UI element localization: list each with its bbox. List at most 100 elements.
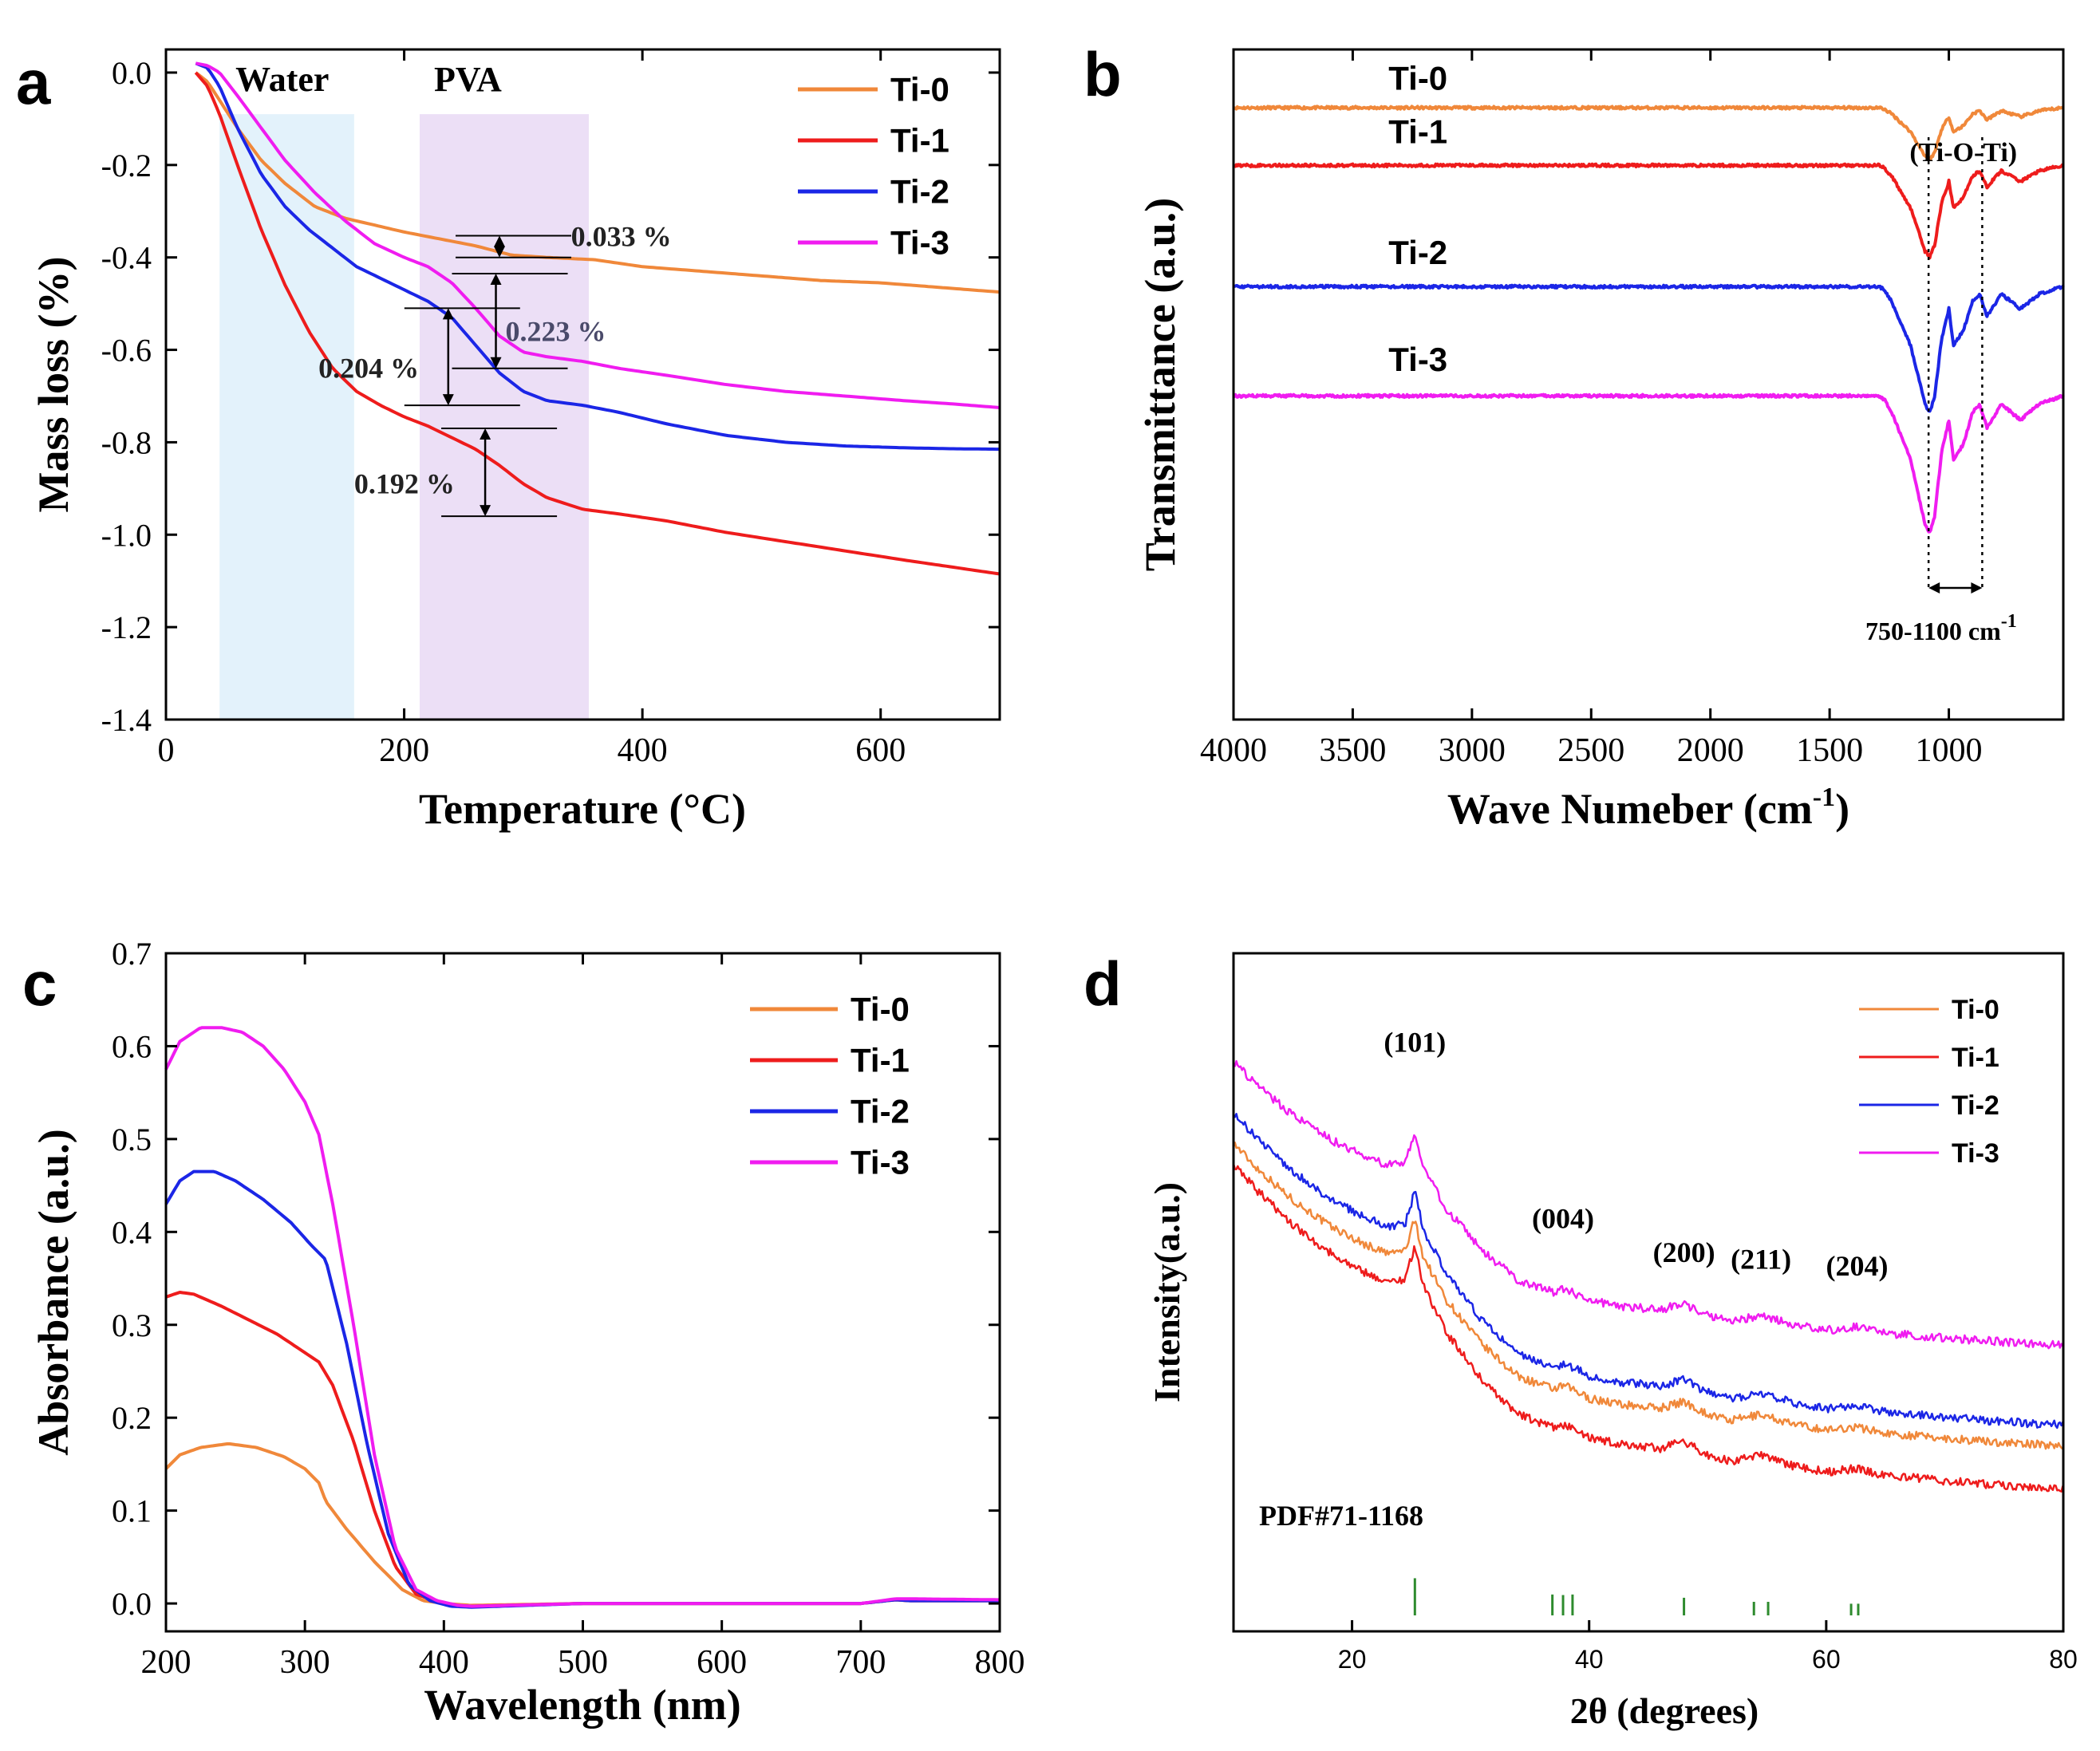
series-label-Ti-2: Ti-2 xyxy=(1388,234,1447,271)
annotation-label: 0.033 % xyxy=(571,221,672,253)
legend-Ti-3-label: Ti-3 xyxy=(851,1144,910,1181)
panel-b-frame xyxy=(1232,48,2065,721)
water-band xyxy=(219,114,354,720)
x-tick-label: 0 xyxy=(158,732,175,769)
y-tick-label: 0.0 xyxy=(112,55,152,91)
y-tick-label: 0.7 xyxy=(112,936,152,972)
ftir-series-Ti-2 xyxy=(1232,283,2065,413)
annotation-arrowhead xyxy=(490,273,502,285)
legend-Ti-1-label: Ti-1 xyxy=(890,122,949,160)
xrd-series-Ti-3 xyxy=(1232,1059,2064,1350)
y-tick-label: -0.2 xyxy=(101,148,152,183)
range-label-sup: -1 xyxy=(2001,611,2017,632)
panel-d-axes: 20 40 60 80 xyxy=(1338,1620,2078,1674)
y-tick-label: 0.1 xyxy=(112,1493,152,1529)
annotation-label: 0.204 % xyxy=(318,353,419,385)
peak-label: (204) xyxy=(1826,1250,1888,1282)
x-tick-label: 400 xyxy=(419,1644,469,1681)
panel-b-ylabel: Transmittance (a.u.) xyxy=(1136,198,1184,571)
series-label-Ti-0: Ti-0 xyxy=(1388,59,1447,97)
annotation-arrowhead xyxy=(442,308,454,320)
panel-label-c: c xyxy=(22,948,57,1019)
panel-b-annotations: Ti-0 Ti-1 Ti-2 Ti-3 (Ti-O-Ti) 750-1100 cm-1 xyxy=(1388,59,2017,645)
panel-c-series xyxy=(164,1026,1000,1609)
x-tick-label: 200 xyxy=(379,732,429,769)
panel-label-b: b xyxy=(1084,39,1122,109)
range-arrowhead xyxy=(1928,582,1940,594)
uv-series-Ti-1 xyxy=(165,1291,1000,1608)
annotation-arrowhead xyxy=(480,505,491,517)
annotation-label: 0.223 % xyxy=(505,315,606,347)
x-tick-label: 600 xyxy=(697,1644,747,1681)
y-tick-label: -0.8 xyxy=(101,424,152,460)
panel-a-xlabel: Temperature (°C) xyxy=(419,785,746,833)
annotation-label: 0.192 % xyxy=(354,468,455,500)
legend-Ti-2-label: Ti-2 xyxy=(851,1093,910,1130)
x-tick-label: 400 xyxy=(618,732,668,769)
panel-a-frame xyxy=(164,48,1001,721)
x-tick-label: 600 xyxy=(855,732,906,769)
reference-label: PDF#71-1168 xyxy=(1259,1500,1423,1532)
series-line-Ti-1 xyxy=(194,71,1001,576)
panel-d-reference-bars xyxy=(1413,1578,1860,1615)
panel-b-chart: Ti-0 Ti-1 Ti-2 Ti-3 (Ti-O-Ti) 750-1100 cm-1 4… xyxy=(1136,48,2065,833)
panel-a-ylabel: Mass loss (%) xyxy=(30,257,77,513)
panel-d-ylabel: Intensity(a.u.) xyxy=(1147,1182,1187,1402)
panel-c-chart: 200 300 400 500 600 700 800 0.0 0.1 0.2 0.3 0.4 0.5 0… xyxy=(30,936,1025,1729)
y-tick-label: 0.6 xyxy=(112,1028,152,1064)
xrd-series-Ti-0 xyxy=(1232,1142,2064,1450)
legend-Ti-3-label: Ti-3 xyxy=(1952,1138,1999,1169)
ftir-series-Ti-3 xyxy=(1232,392,2065,534)
y-tick-label: -0.4 xyxy=(101,240,152,276)
x-tick-label: 500 xyxy=(558,1644,608,1681)
y-tick-label: -1.2 xyxy=(101,609,152,645)
annotation-arrowhead xyxy=(490,357,502,369)
x-tick-label: 700 xyxy=(835,1644,886,1681)
x-tick-label: 80 xyxy=(2049,1645,2078,1674)
water-band-label: Water xyxy=(235,60,329,99)
panel-d-chart: (101) (004) (200) (211) (204) PDF#71-1168 20 4… xyxy=(1147,952,2078,1731)
panel-d-legend: Ti-0 Ti-1 Ti-2 Ti-3 xyxy=(1859,995,1999,1169)
x-tick-label: 60 xyxy=(1812,1645,1841,1674)
uv-series-Ti-2 xyxy=(164,1169,1000,1609)
panel-label-a: a xyxy=(16,47,51,117)
series-line-Ti-3 xyxy=(195,61,1001,409)
x-tick-label: 3000 xyxy=(1439,732,1506,769)
annotation-arrowhead xyxy=(442,394,454,406)
series-line-Ti-2 xyxy=(195,61,1000,452)
y-tick-label: -1.4 xyxy=(101,702,152,738)
legend-Ti-1-label: Ti-1 xyxy=(1952,1043,1999,1073)
legend-Ti-2-label: Ti-2 xyxy=(890,173,949,211)
legend-Ti-0-label: Ti-0 xyxy=(851,991,910,1028)
panel-d-annotations: (101) (004) (200) (211) (204) PDF#71-1168 xyxy=(1259,1026,1888,1532)
peak-label: (200) xyxy=(1653,1236,1715,1268)
series-label-Ti-1: Ti-1 xyxy=(1388,113,1447,151)
x-tick-label: 2500 xyxy=(1557,732,1624,769)
panel-b-series xyxy=(1232,105,2065,534)
panel-c-axes: 200 300 400 500 600 700 800 0.0 0.1 0.2 0.3 0.4 0.5 0… xyxy=(112,936,1025,1681)
annotation-arrowhead xyxy=(494,246,505,258)
x-tick-label: 20 xyxy=(1338,1645,1367,1674)
peak-label: (004) xyxy=(1532,1202,1594,1234)
pva-band xyxy=(419,114,589,720)
panel-a-annotations: 0.033 % 0.223 % 0.204 % 0.192 % xyxy=(318,221,672,518)
y-tick-label: 0.0 xyxy=(112,1586,152,1622)
panel-c-legend: Ti-0 Ti-1 Ti-2 Ti-3 xyxy=(750,991,910,1181)
ftir-series-Ti-1 xyxy=(1232,162,2064,260)
x-tick-label: 4000 xyxy=(1200,732,1267,769)
y-tick-label: 0.3 xyxy=(112,1307,152,1343)
x-tick-label: 3500 xyxy=(1319,732,1386,769)
y-tick-label: 0.2 xyxy=(112,1400,152,1436)
range-arrowhead xyxy=(1971,582,1983,594)
legend-Ti-0-label: Ti-0 xyxy=(1952,995,1999,1025)
panel-b-axes: 4000 3500 3000 2500 2000 1500 1000 xyxy=(1200,49,1983,769)
x-tick-label: 300 xyxy=(280,1644,330,1681)
x-tick-label: 40 xyxy=(1575,1645,1604,1674)
series-label-Ti-3: Ti-3 xyxy=(1388,341,1447,378)
ti-o-ti-annotation: (Ti-O-Ti) xyxy=(1909,138,2017,168)
legend-Ti-0-label: Ti-0 xyxy=(890,71,949,108)
legend-Ti-2-label: Ti-2 xyxy=(1952,1090,1999,1121)
panel-a-chart: Water PVA 0.033 % 0.223 % 0.204 % 0.192 % 0… xyxy=(30,48,1001,833)
panel-b-xlabel: Wave Numeber (cm-1) xyxy=(1447,783,1849,833)
